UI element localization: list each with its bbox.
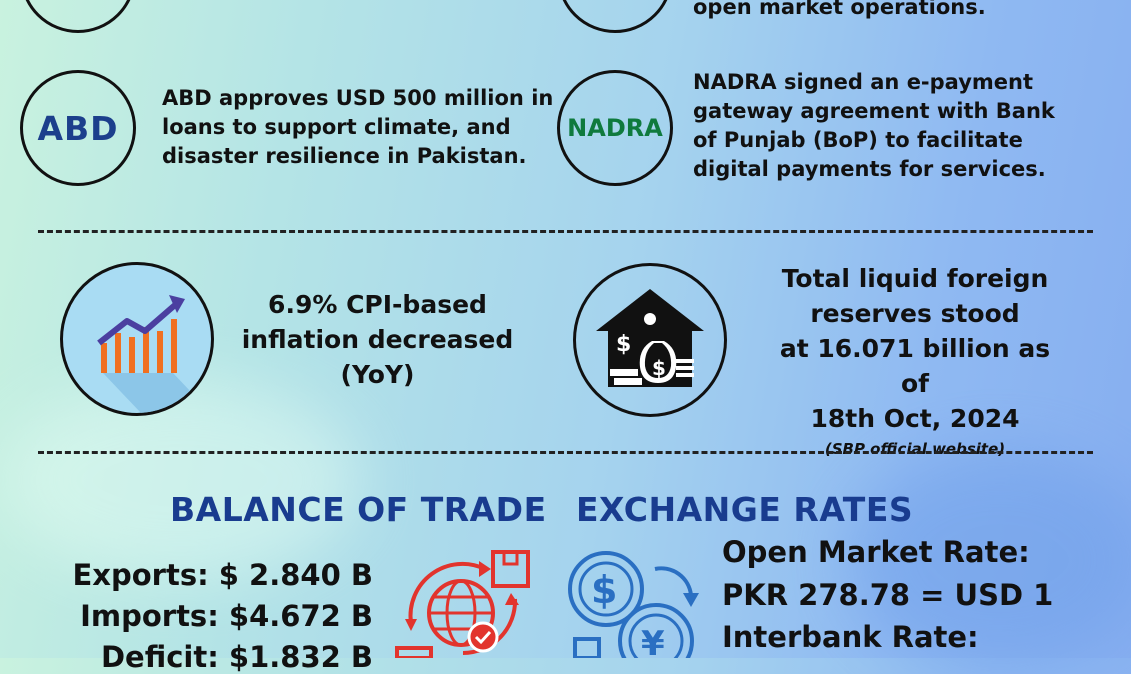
background-glow (0, 380, 360, 580)
house-money-icon: $ $ (573, 263, 727, 417)
abd-logo: ABD (20, 70, 136, 186)
svg-text:$: $ (616, 332, 631, 357)
nadra-logo: NADRA (557, 70, 673, 186)
global-trade-icon (393, 549, 533, 662)
exchange-rates-title: EXCHANGE RATES (576, 490, 914, 529)
balance-of-trade-title: BALANCE OF TRADE (170, 490, 547, 529)
open-market-label: Open Market Rate: (722, 535, 1030, 569)
inflation-line: 6.9% CPI-based (268, 290, 487, 319)
deficit-value: Deficit: $1.832 B (100, 640, 373, 674)
partial-logo-circle (557, 0, 673, 33)
growth-chart-icon (60, 262, 214, 416)
imports-value: Imports: $4.672 B (80, 599, 373, 633)
reserves-text: Total liquid foreign reserves stood at 1… (765, 261, 1065, 462)
nadra-news-line: digital payments for services. (693, 157, 1046, 181)
reserves-line: at 16.071 billion as of (779, 334, 1051, 398)
section-divider (38, 451, 1093, 454)
interbank-label: Interbank Rate: (722, 620, 979, 654)
abd-news-line: ABD approves USD 500 million in (162, 86, 554, 110)
nadra-news-line: gateway agreement with Bank (693, 99, 1055, 123)
inflation-text: 6.9% CPI-based inflation decreased (YoY) (230, 287, 525, 392)
nadra-news-line: NADRA signed an e-payment (693, 70, 1034, 94)
abd-news-line: disaster resilience in Pakistan. (162, 144, 527, 168)
svg-text:¥: ¥ (641, 624, 665, 658)
reserves-line: 18th Oct, 2024 (810, 404, 1020, 433)
open-market-value: PKR 278.78 = USD 1 (722, 578, 1054, 612)
svg-text:$: $ (591, 568, 617, 612)
reserves-source: (SBP official website) (824, 440, 1006, 458)
partial-logo-circle (20, 0, 136, 33)
section-divider (38, 230, 1093, 233)
abd-news-line: loans to support climate, and (162, 115, 511, 139)
inflation-line: inflation decreased (241, 325, 514, 354)
abd-logo-text: ABD (37, 108, 119, 148)
abd-news-text: ABD approves USD 500 million in loans to… (162, 84, 553, 171)
inflation-line: (YoY) (340, 360, 415, 389)
background-glow (850, 450, 1131, 670)
nadra-logo-text: NADRA (567, 114, 663, 142)
reserves-line: Total liquid foreign (781, 264, 1049, 293)
svg-text:$: $ (652, 356, 666, 380)
currency-exchange-icon: $ ¥ (563, 547, 708, 674)
exports-value: Exports: $ 2.840 B (72, 558, 373, 592)
nadra-news-text: NADRA signed an e-payment gateway agreem… (693, 68, 1055, 184)
nadra-news-line: of Punjab (BoP) to facilitate (693, 128, 1023, 152)
reserves-line: reserves stood (810, 299, 1020, 328)
news-partial-text: open market operations. (693, 0, 986, 19)
